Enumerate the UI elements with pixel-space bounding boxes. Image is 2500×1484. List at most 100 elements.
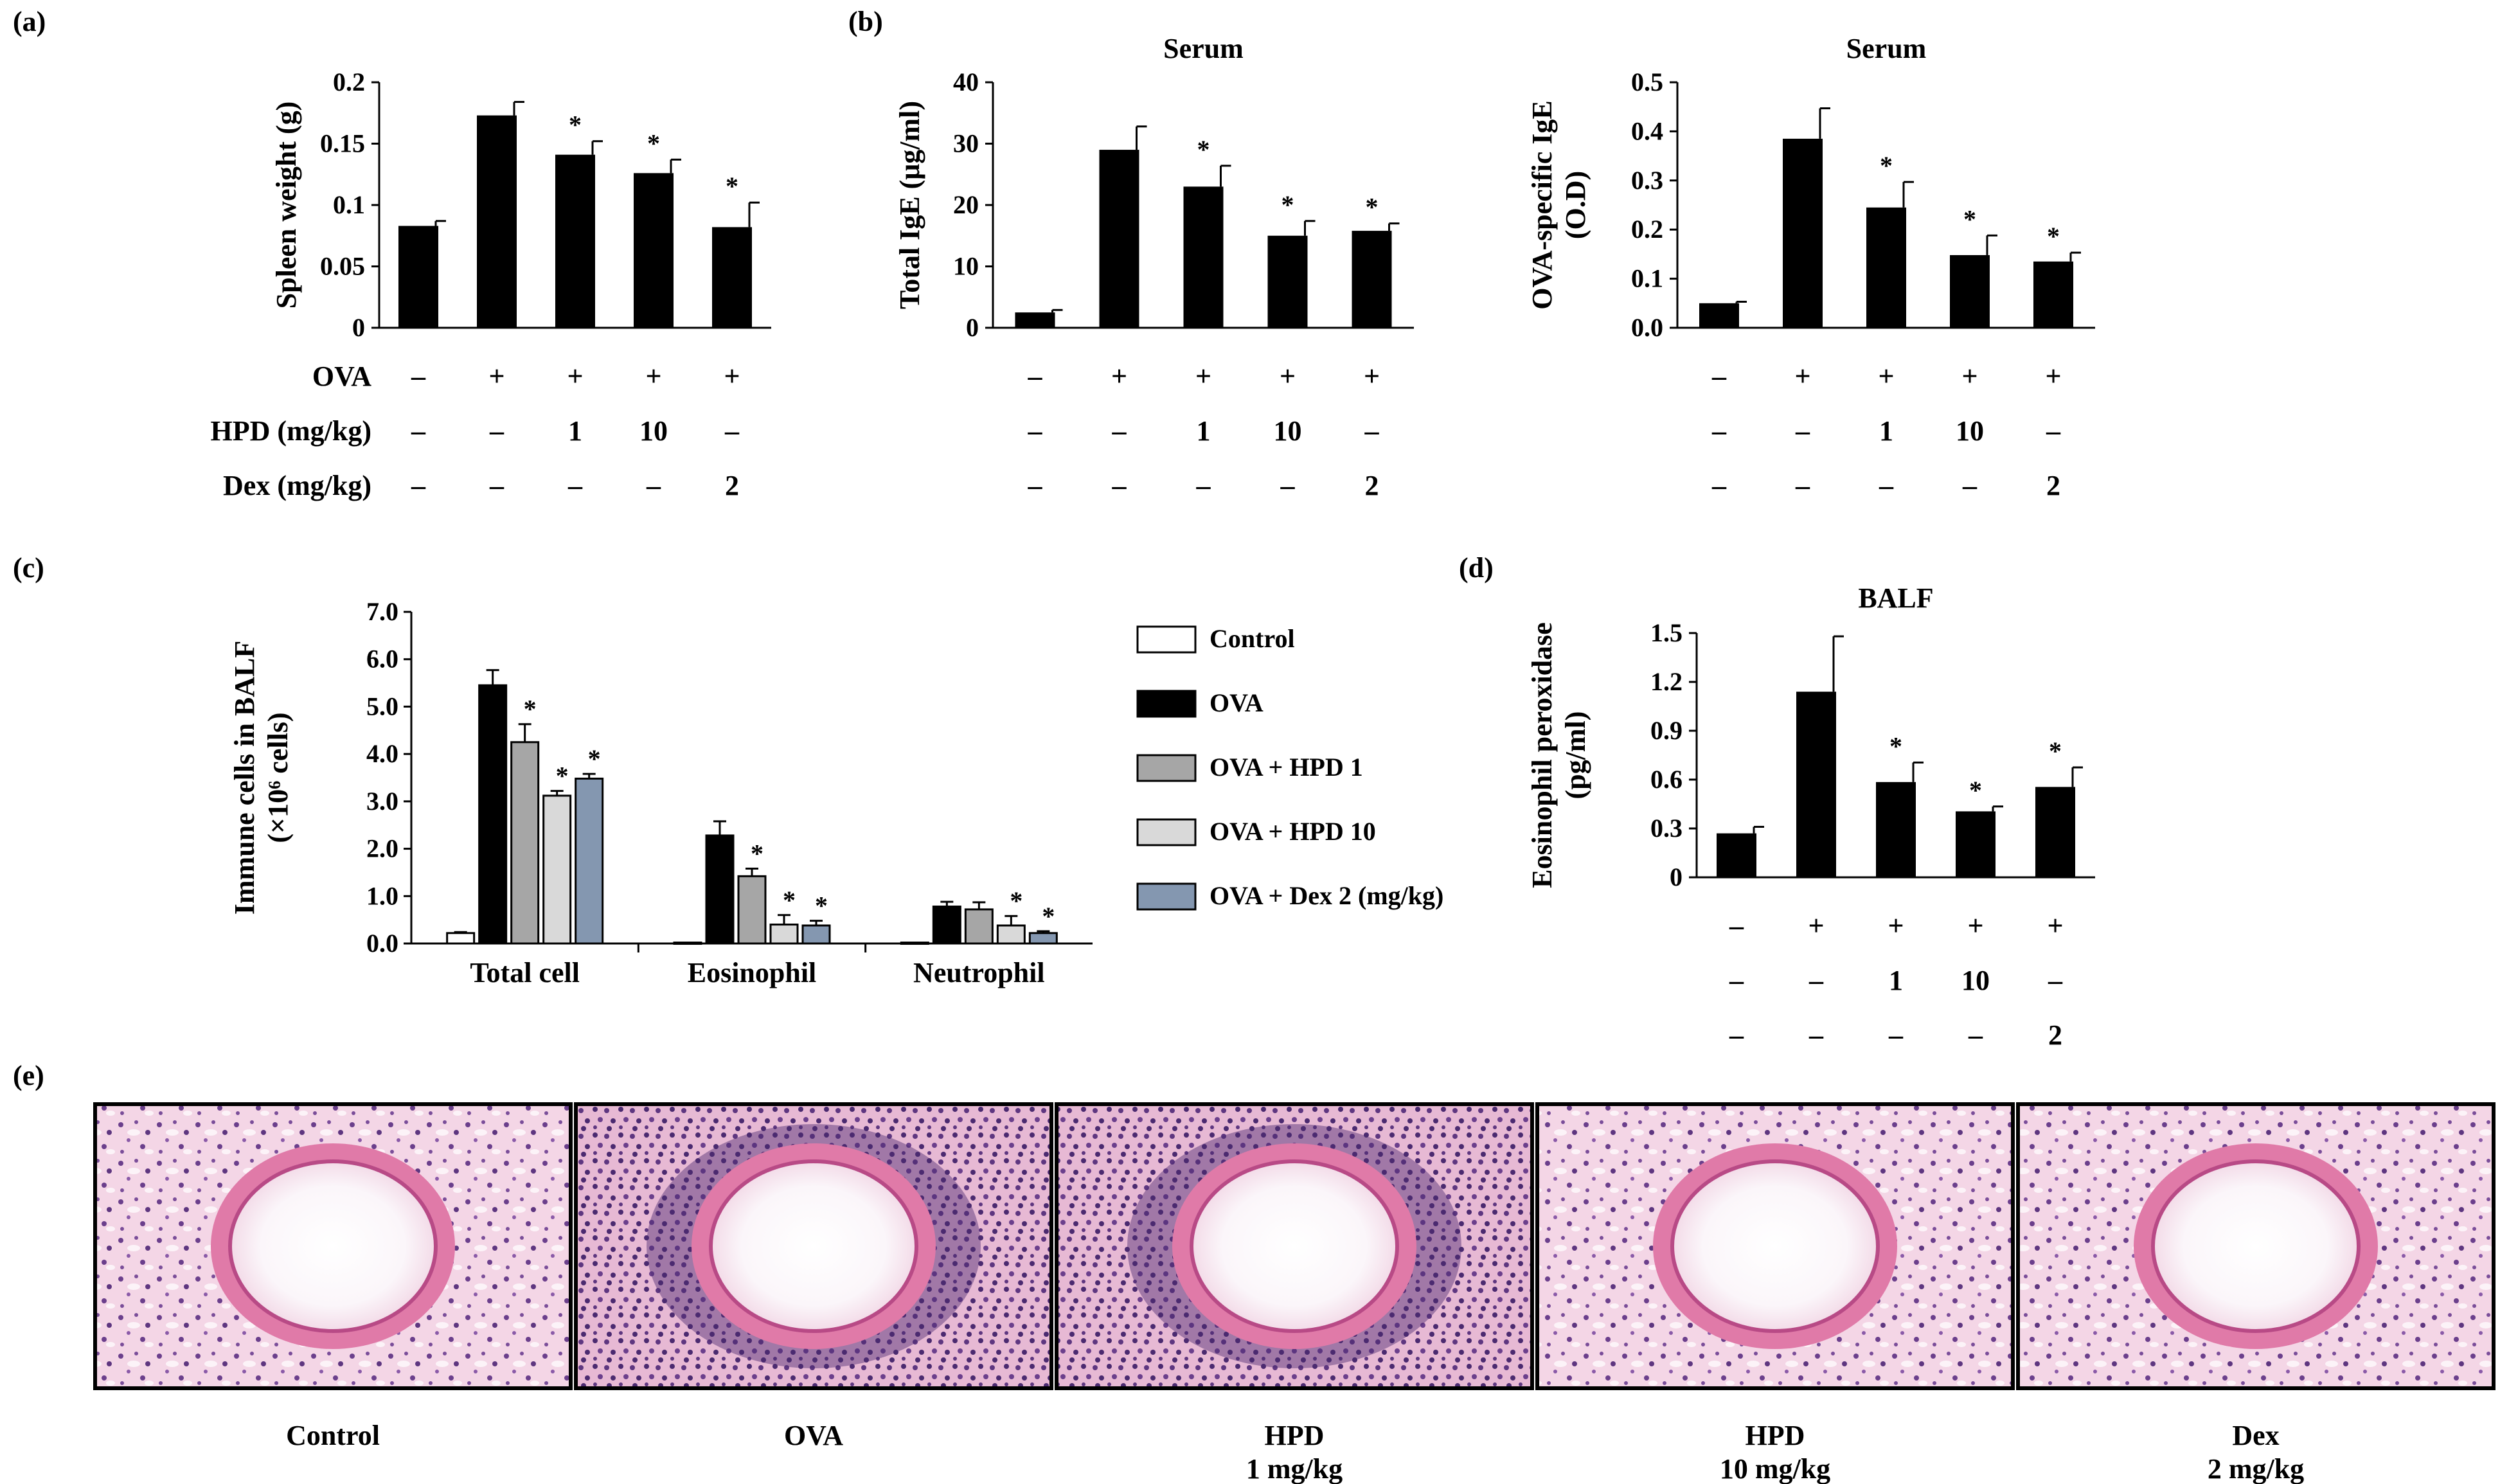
panel-label-b: (b) <box>848 6 883 37</box>
x-tick-label: Eosinophil <box>688 957 817 988</box>
y-tick-label: 0.3 <box>1650 814 1683 843</box>
significance-marker: * <box>524 695 537 724</box>
y-tick-label: 0.1 <box>1631 264 1663 293</box>
image-frame <box>574 1102 1053 1390</box>
y-tick-label: 30 <box>953 129 979 158</box>
bar <box>477 115 517 328</box>
significance-marker: * <box>1281 190 1294 219</box>
legend-swatch <box>1136 690 1197 718</box>
treatment-cell-dex: – <box>1196 470 1211 501</box>
y-tick-label: 0.0 <box>1631 313 1663 342</box>
y-axis-label: Eosinophil peroxidase <box>1526 622 1558 888</box>
treatment-cell-dex: – <box>489 470 504 501</box>
y-tick-label: 5.0 <box>366 692 398 720</box>
treatment-cell-ova: + <box>1888 910 1904 942</box>
treatment-cell-dex: – <box>1280 470 1296 501</box>
treatment-cell-dex: – <box>1729 1019 1744 1051</box>
histology-caption: Dex <box>2232 1420 2279 1451</box>
treatment-cell-hpd: 1 <box>1889 965 1903 996</box>
y-axis-label: OVA-specific IgE <box>1526 100 1558 310</box>
bar <box>398 226 438 328</box>
treatment-cell-hpd: 1 <box>1879 415 1893 447</box>
legend-label: OVA + Dex 2 (mg/kg) <box>1210 881 1443 910</box>
legend-label: OVA + HPD 1 <box>1210 753 1363 782</box>
bar <box>801 924 831 945</box>
image-frame <box>1055 1102 1534 1390</box>
treatment-cell-dex: – <box>1808 1019 1824 1051</box>
panel-label-c: (c) <box>13 552 44 584</box>
y-axis-label: Immune cells in BALF <box>229 641 260 915</box>
y-tick-label: 2.0 <box>366 834 398 863</box>
treatment-cell-hpd: – <box>2046 415 2061 447</box>
treatment-cell-ova: + <box>1111 361 1127 392</box>
y-tick-label: 0.3 <box>1631 166 1663 195</box>
airway-lumen <box>228 1159 438 1333</box>
image-frame <box>93 1102 573 1390</box>
bar <box>964 908 994 945</box>
significance-marker: * <box>751 839 763 868</box>
y-axis-label: Total IgE (μg/ml) <box>894 101 925 309</box>
y-tick-label: 1.2 <box>1650 667 1683 696</box>
treatment-cell-ova: – <box>1711 361 1727 392</box>
significance-marker: * <box>588 744 601 773</box>
airway-lumen <box>709 1159 918 1333</box>
treatment-cell-dex: 2 <box>725 470 739 501</box>
bar <box>996 924 1026 945</box>
y-tick-label: 0.2 <box>333 67 365 96</box>
significance-marker: * <box>2047 222 2060 251</box>
treatment-cell-hpd: 1 <box>568 415 582 447</box>
bar <box>1267 235 1308 328</box>
y-axis-label: (pg/ml) <box>1560 711 1591 800</box>
treatment-cell-ova: – <box>1729 910 1744 942</box>
treatment-cell-hpd: – <box>1795 415 1810 447</box>
histology-caption: 10 mg/kg <box>1720 1453 1830 1484</box>
treatment-cell-ova: + <box>645 361 661 392</box>
treatment-cell-dex: – <box>1968 1019 1983 1051</box>
x-tick-label: Neutrophil <box>913 957 1045 988</box>
bar <box>1099 150 1139 328</box>
treatment-cell-ova: + <box>2045 361 2061 392</box>
bar <box>705 834 735 945</box>
airway-lumen <box>2151 1159 2361 1333</box>
treatment-cell-ova: – <box>1028 361 1043 392</box>
chart-ova-specific-ige: 0.0 0.1 0.2 0.3 0.4 0.5 Serum OVA-specific IgE(… <box>1526 33 2095 501</box>
chart-balf-immune-cells: 0.0 1.0 2.0 3.0 4.0 5.0 6.0 7.0 Immune cells in … <box>229 597 1443 988</box>
chart-spleen-weight: 0 0.05 0.1 0.15 0.2 Spleen weight (g) – – – + – – * +… <box>271 67 771 501</box>
bar <box>1028 932 1058 945</box>
treatment-cell-dex: 2 <box>2048 1019 2062 1051</box>
y-tick-label: 4.0 <box>366 739 398 768</box>
y-axis-label: (×10⁶ cells) <box>262 712 294 843</box>
significance-marker: * <box>1197 135 1210 164</box>
panel-label-a: (a) <box>13 6 46 37</box>
treatment-cell-ova: + <box>724 361 740 392</box>
y-tick-label: 1.5 <box>1650 618 1683 647</box>
y-tick-label: 0 <box>1670 863 1683 891</box>
treatment-cell-dex: – <box>1711 470 1727 501</box>
y-tick-label: 40 <box>953 67 979 96</box>
x-tick-label: Total cell <box>470 957 580 988</box>
treatment-cell-ova: + <box>1878 361 1894 392</box>
bar <box>1950 255 1990 328</box>
bar <box>1699 303 1739 328</box>
significance-marker: * <box>556 762 569 791</box>
y-tick-label: 0.6 <box>1650 765 1683 794</box>
treatment-cell-ova: + <box>1808 910 1824 942</box>
bar <box>932 906 961 945</box>
histology-caption: HPD <box>1265 1420 1325 1451</box>
y-tick-label: 0 <box>966 313 979 342</box>
bar <box>1783 138 1823 328</box>
treatment-cell-ova: + <box>1280 361 1296 392</box>
chart-total-ige: 0 10 20 30 40 Serum Total IgE (μg/ml) – – – + – – * +1… <box>894 33 1414 501</box>
bar <box>1352 231 1392 328</box>
significance-marker: * <box>815 891 828 920</box>
histology-caption: 2 mg/kg <box>2208 1453 2304 1484</box>
chart-title: Serum <box>1846 33 1927 64</box>
bar <box>575 777 604 945</box>
bar <box>542 794 572 945</box>
bar <box>510 741 540 945</box>
significance-marker: * <box>1963 204 1976 233</box>
significance-marker: * <box>647 129 660 157</box>
